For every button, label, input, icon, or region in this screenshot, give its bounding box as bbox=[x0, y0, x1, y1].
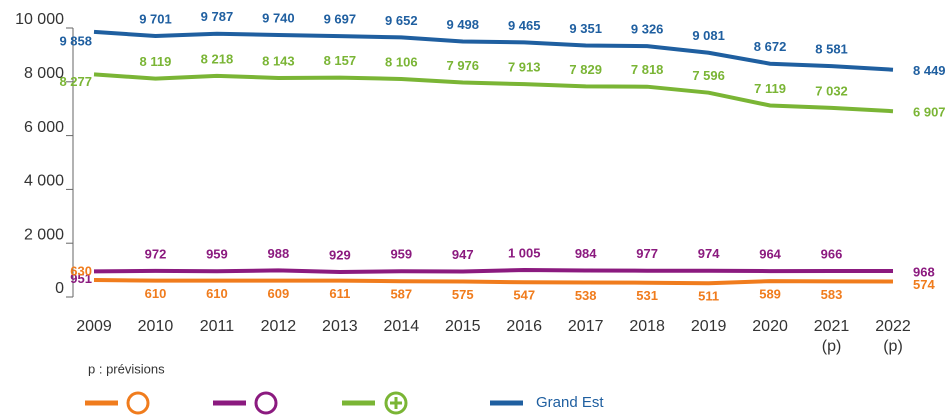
x-tick-label: 2009 bbox=[76, 318, 112, 335]
data-label: 8 449 bbox=[913, 63, 946, 78]
data-label: 7 976 bbox=[446, 58, 479, 73]
data-label: 9 326 bbox=[631, 22, 664, 37]
data-label: 511 bbox=[698, 289, 719, 304]
x-tick-label: 2020 bbox=[752, 318, 788, 335]
data-label: 9 081 bbox=[692, 28, 725, 43]
data-label: 959 bbox=[390, 247, 412, 262]
data-label: 7 596 bbox=[692, 68, 725, 83]
legend: Grand Est bbox=[85, 391, 604, 415]
data-label: 8 143 bbox=[262, 53, 295, 68]
x-tick-label: 2022 (p) bbox=[875, 318, 911, 355]
data-label: 8 218 bbox=[201, 51, 234, 66]
data-label: 1 005 bbox=[508, 245, 541, 260]
data-label: 574 bbox=[913, 277, 935, 292]
y-tick-label: 2 000 bbox=[24, 226, 64, 243]
data-label: 9 787 bbox=[201, 9, 234, 24]
data-label: 538 bbox=[575, 288, 597, 303]
data-label: 959 bbox=[206, 247, 228, 262]
data-label: 964 bbox=[759, 247, 781, 262]
data-label: 8 106 bbox=[385, 54, 418, 69]
data-label: 7 913 bbox=[508, 60, 541, 75]
data-label: 7 818 bbox=[631, 62, 664, 77]
data-label: 6 907 bbox=[913, 105, 946, 120]
data-label: 984 bbox=[575, 246, 597, 261]
y-tick-label: 10 000 bbox=[15, 11, 64, 28]
data-label: 977 bbox=[636, 246, 658, 261]
data-label: 9 701 bbox=[139, 11, 172, 26]
data-label: 8 672 bbox=[754, 39, 787, 54]
data-label: 8 581 bbox=[815, 42, 848, 57]
y-tick-label: 4 000 bbox=[24, 173, 64, 190]
data-label: 8 277 bbox=[59, 74, 92, 89]
data-label: 8 119 bbox=[140, 54, 172, 69]
data-label: 7 829 bbox=[569, 62, 602, 77]
x-tick-label: 2021 (p) bbox=[814, 318, 850, 355]
data-label: 951 bbox=[70, 271, 92, 286]
data-label: 9 697 bbox=[324, 12, 357, 27]
legend-icon bbox=[126, 391, 150, 415]
y-tick-label: 0 bbox=[55, 280, 64, 297]
legend-icon bbox=[384, 391, 408, 415]
data-label: 9 498 bbox=[446, 17, 479, 32]
data-label: 7 032 bbox=[815, 83, 848, 98]
legend-label: Grand Est bbox=[536, 394, 604, 411]
data-label: 929 bbox=[329, 247, 351, 262]
x-tick-label: 2018 bbox=[629, 318, 665, 335]
data-label: 972 bbox=[145, 246, 167, 261]
x-tick-label: 2015 bbox=[445, 318, 481, 335]
series-line bbox=[93, 29, 894, 72]
y-tick-label: 6 000 bbox=[24, 119, 64, 136]
x-tick-label: 2017 bbox=[568, 318, 604, 335]
note: p : prévisions bbox=[88, 361, 165, 376]
series-line bbox=[93, 72, 894, 114]
x-tick-label: 2013 bbox=[322, 318, 358, 335]
x-tick-label: 2012 bbox=[261, 318, 297, 335]
data-label: 9 465 bbox=[508, 18, 541, 33]
data-label: 988 bbox=[268, 246, 290, 261]
data-label: 587 bbox=[390, 287, 412, 302]
series-line bbox=[93, 278, 894, 286]
data-label: 589 bbox=[759, 287, 781, 302]
data-label: 9 351 bbox=[569, 21, 602, 36]
x-tick-label: 2019 bbox=[691, 318, 727, 335]
data-label: 7 119 bbox=[754, 81, 786, 96]
data-label: 547 bbox=[513, 288, 535, 303]
data-label: 575 bbox=[452, 287, 474, 302]
data-label: 610 bbox=[145, 286, 167, 301]
data-label: 583 bbox=[821, 287, 843, 302]
data-label: 968 bbox=[913, 264, 935, 279]
data-label: 611 bbox=[329, 286, 350, 301]
data-label: 9 858 bbox=[59, 33, 92, 48]
legend-icon bbox=[254, 391, 278, 415]
data-label: 974 bbox=[698, 246, 720, 261]
series-line bbox=[93, 267, 894, 275]
y-tick-label: 8 000 bbox=[24, 65, 64, 82]
x-tick-label: 2010 bbox=[138, 318, 174, 335]
x-tick-label: 2011 bbox=[200, 318, 235, 335]
data-label: 966 bbox=[821, 246, 843, 261]
data-label: 8 157 bbox=[324, 53, 357, 68]
data-label: 9 740 bbox=[262, 10, 295, 25]
data-label: 947 bbox=[452, 247, 474, 262]
x-tick-label: 2014 bbox=[384, 318, 420, 335]
legend-icon bbox=[390, 397, 402, 409]
data-label: 609 bbox=[268, 286, 290, 301]
data-label: 630 bbox=[70, 263, 92, 278]
data-label: 610 bbox=[206, 286, 228, 301]
data-label: 531 bbox=[636, 288, 658, 303]
data-label: 9 652 bbox=[385, 13, 418, 28]
x-tick-label: 2016 bbox=[506, 318, 542, 335]
